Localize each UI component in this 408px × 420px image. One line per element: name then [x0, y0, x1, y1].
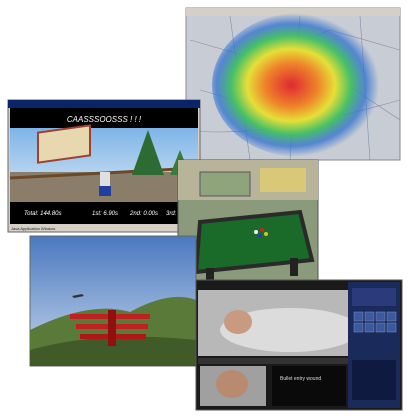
race-window: CAASSSOOSSS ! ! ! Total: 144.80s 1st: 6.… [7, 99, 201, 233]
status-bar: Java Application Window [11, 226, 55, 231]
race-banner: CAASSSOOSSS ! ! ! [67, 115, 142, 124]
pool-screenshot [177, 159, 319, 291]
first-time: 1st: 6.90s [92, 211, 118, 217]
medical-screenshot: Bullet entry wound [195, 279, 403, 411]
total-time: Total: 144.80s [24, 211, 61, 217]
second-time: 2nd: 0.00s [129, 211, 158, 217]
flight-screenshot [29, 235, 197, 367]
map-screenshot [185, 7, 401, 161]
wound-caption: Bullet entry wound [280, 376, 321, 382]
